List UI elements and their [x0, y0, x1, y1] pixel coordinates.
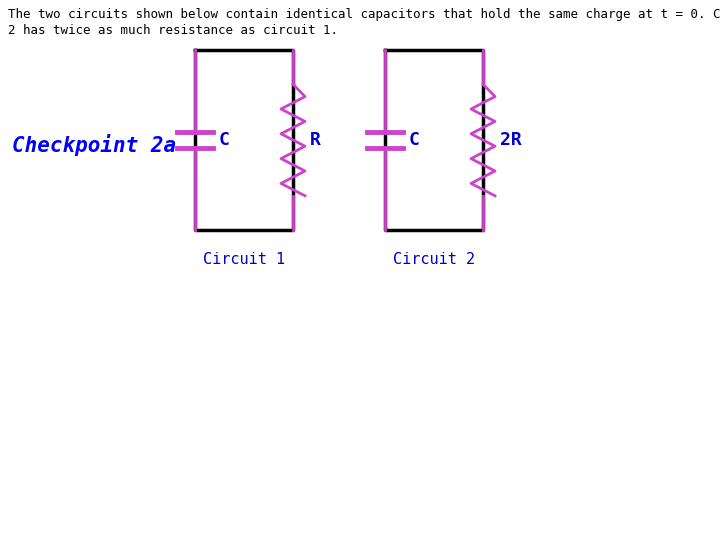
Text: C: C — [409, 131, 420, 149]
Text: C: C — [219, 131, 230, 149]
Text: Which circuit has the largest time constant?: Which circuit has the largest time const… — [10, 290, 433, 306]
Text: The two circuits shown below contain identical capacitors that hold the same cha: The two circuits shown below contain ide… — [8, 8, 720, 21]
Text: 2 has twice as much resistance as circuit 1.: 2 has twice as much resistance as circui… — [8, 24, 338, 37]
Text: Circuit 2: Circuit 2 — [393, 252, 475, 267]
Text: Checkpoint 2a: Checkpoint 2a — [12, 133, 176, 156]
Text: 2R: 2R — [500, 131, 522, 149]
Text: B)  Circuit 2: B) Circuit 2 — [10, 366, 135, 381]
Text: A)  Circuit 1: A) Circuit 1 — [10, 330, 135, 345]
Text: Circuit 1: Circuit 1 — [203, 252, 285, 267]
Text: C)  Same: C) Same — [10, 402, 87, 417]
Text: Physics 212  Lecture 11, Slide  20: Physics 212 Lecture 11, Slide 20 — [438, 519, 710, 532]
Text: 49: 49 — [10, 519, 26, 532]
Text: R: R — [310, 131, 321, 149]
